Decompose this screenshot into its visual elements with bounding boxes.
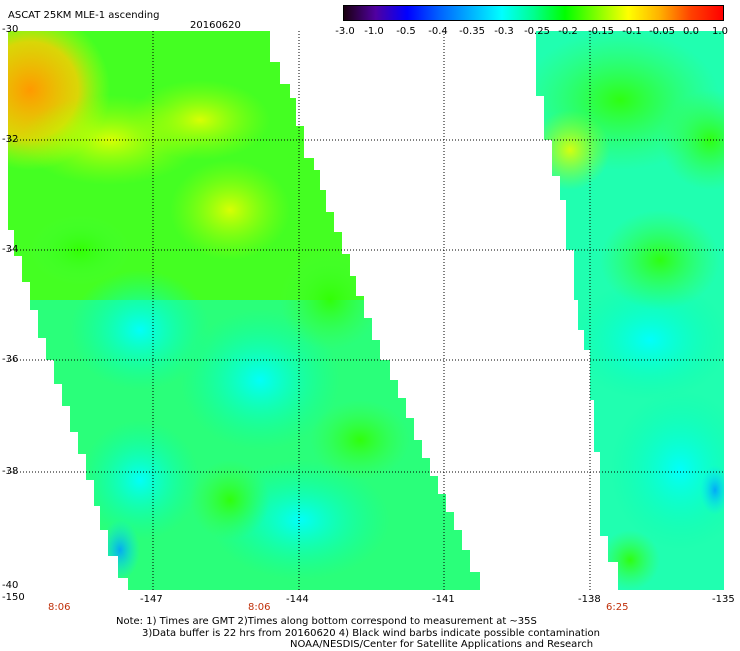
colorbar-label: 1.0: [712, 26, 728, 37]
colorbar-label: -0.1: [622, 26, 642, 37]
colorbar-label: -0.4: [428, 26, 448, 37]
time-label: 8:06: [48, 602, 71, 613]
colorbar-label: 0.0: [683, 26, 699, 37]
lon-label: -138: [578, 594, 601, 605]
colorbar-label: -0.05: [649, 26, 675, 37]
colorbar-label: -1.0: [364, 26, 384, 37]
lon-label: -141: [432, 594, 455, 605]
colorbar-label: -0.5: [396, 26, 416, 37]
lat-label: -32: [2, 134, 19, 145]
lat-label: -38: [2, 466, 19, 477]
lat-label: -36: [2, 354, 19, 365]
lat-label: -34: [2, 244, 19, 255]
map-title: ASCAT 25KM MLE-1 ascending: [8, 10, 160, 21]
colorbar: [343, 5, 724, 21]
colorbar-label: -0.35: [459, 26, 485, 37]
note-line-3: NOAA/NESDIS/Center for Satellite Applica…: [290, 639, 594, 650]
colorbar-label: -0.15: [588, 26, 614, 37]
colorbar-label: -0.25: [524, 26, 550, 37]
note-line-2: 3)Data buffer is 22 hrs from 20160620 4)…: [142, 628, 600, 639]
lon-label: -135: [712, 594, 735, 605]
lon-label: -147: [140, 594, 163, 605]
time-label: 6:25: [606, 602, 629, 613]
left-swath: [8, 31, 480, 590]
lon-label: -150: [2, 592, 25, 603]
lat-label: -30: [2, 24, 19, 35]
right-swath: [536, 31, 724, 590]
note-line-1: Note: 1) Times are GMT 2)Times along bot…: [116, 616, 537, 627]
colorbar-label: -3.0: [335, 26, 355, 37]
map-date: 20160620: [190, 20, 241, 31]
graticule: [8, 31, 724, 590]
colorbar-label: -0.2: [558, 26, 578, 37]
time-label: 8:06: [248, 602, 271, 613]
lat-label: -40: [2, 580, 19, 591]
colorbar-label: -0.3: [494, 26, 514, 37]
lon-label: -144: [286, 594, 309, 605]
